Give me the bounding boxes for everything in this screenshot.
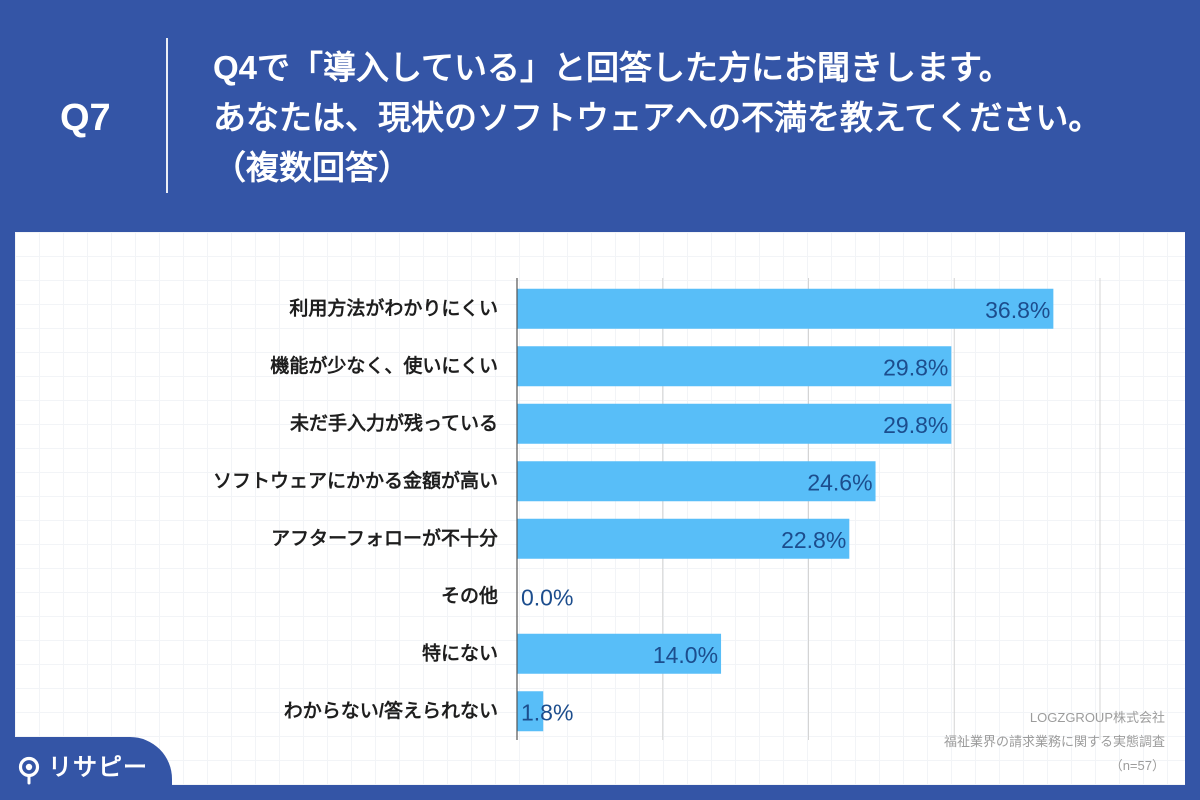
bar-chart: 利用方法がわかりにくい機能が少なく、使いにくい未だ手入力が残っているソフトウェア… bbox=[213, 278, 1101, 740]
category-label: 利用方法がわかりにくい bbox=[289, 296, 498, 319]
chart-panel: 利用方法がわかりにくい機能が少なく、使いにくい未だ手入力が残っているソフトウェア… bbox=[15, 232, 1185, 785]
question-line: （複数回答） bbox=[213, 149, 411, 186]
bar bbox=[517, 346, 952, 387]
question-text: Q4で「導入している」と回答した方にお聞きします。 あなたは、現状のソフトウェア… bbox=[213, 43, 1183, 193]
value-label: 29.8% bbox=[883, 354, 948, 380]
category-label: アフターフォローが不十分 bbox=[271, 526, 498, 549]
source-survey: 福祉業界の請求業務に関する実態調査 bbox=[943, 734, 1165, 749]
bar bbox=[517, 461, 876, 502]
question-number: Q7 bbox=[60, 97, 111, 139]
value-label: 36.8% bbox=[985, 297, 1050, 323]
value-label: 0.0% bbox=[521, 584, 573, 610]
logo-text: リサピー bbox=[48, 754, 148, 781]
bar bbox=[517, 288, 1054, 329]
category-label: 特にない bbox=[422, 642, 498, 664]
sample-size: （n=57） bbox=[1109, 758, 1165, 773]
value-label: 29.8% bbox=[883, 412, 948, 438]
bar bbox=[517, 691, 544, 732]
category-label: その他 bbox=[441, 584, 498, 607]
source-note: LOGZGROUP株式会社 福祉業界の請求業務に関する実態調査 （n=57） bbox=[944, 706, 1165, 778]
value-label: 24.6% bbox=[807, 469, 872, 495]
source-company: LOGZGROUP株式会社 bbox=[1029, 710, 1165, 725]
brand-logo: リサピー bbox=[0, 737, 172, 800]
header-divider bbox=[166, 38, 168, 193]
bar bbox=[517, 633, 722, 674]
question-line: Q4で「導入している」と回答した方にお聞きします。 bbox=[213, 49, 1012, 86]
value-label: 22.8% bbox=[781, 527, 846, 553]
value-label: 14.0% bbox=[653, 642, 718, 668]
bar bbox=[517, 403, 952, 444]
category-label: ソフトウェアにかかる金額が高い bbox=[213, 469, 498, 492]
question-line: あなたは、現状のソフトウェアへの不満を教えてください。 bbox=[213, 99, 1102, 136]
category-label: 未だ手入力が残っている bbox=[289, 411, 498, 434]
bar bbox=[517, 518, 850, 559]
category-label: わからない/答えられない bbox=[284, 699, 498, 722]
location-pin-icon bbox=[18, 756, 40, 785]
category-label: 機能が少なく、使いにくい bbox=[270, 354, 498, 377]
value-label: 1.8% bbox=[521, 699, 573, 725]
